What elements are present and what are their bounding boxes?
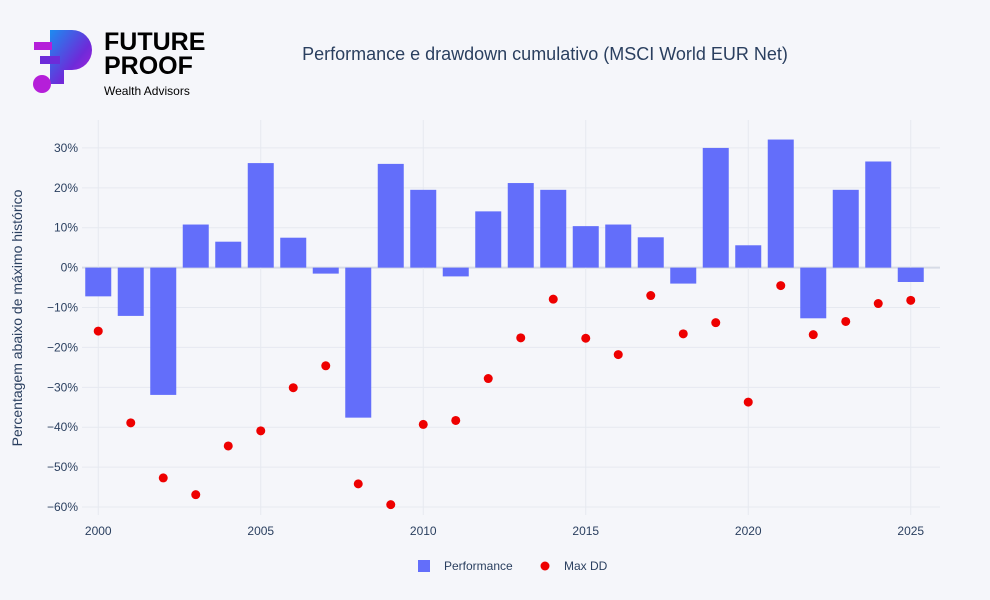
- legend-maxdd-marker: [540, 561, 550, 571]
- legend-performance-label[interactable]: Performance: [444, 559, 513, 573]
- logo-line-2: PROOF: [104, 52, 193, 80]
- logo-mark-icon: [50, 30, 92, 84]
- bar-2025[interactable]: [897, 267, 924, 282]
- legend-performance-swatch: [418, 560, 430, 572]
- maxdd-point-2017[interactable]: [646, 291, 656, 301]
- maxdd-point-2015[interactable]: [581, 333, 591, 343]
- bar-2002[interactable]: [150, 267, 177, 395]
- bar-2016[interactable]: [605, 224, 632, 268]
- maxdd-point-2020[interactable]: [743, 397, 753, 407]
- bar-2013[interactable]: [507, 183, 534, 268]
- maxdd-point-2025[interactable]: [906, 295, 916, 305]
- maxdd-point-2019[interactable]: [711, 318, 721, 328]
- y-tick-label: −50%: [47, 460, 78, 474]
- maxdd-point-2009[interactable]: [386, 500, 396, 510]
- legend-maxdd-label[interactable]: Max DD: [564, 559, 608, 573]
- y-tick-label: −30%: [47, 380, 78, 394]
- bar-2007[interactable]: [312, 267, 339, 274]
- x-tick-label: 2020: [735, 524, 762, 538]
- maxdd-point-2024[interactable]: [873, 299, 883, 309]
- bar-2005[interactable]: [247, 163, 274, 268]
- bar-2017[interactable]: [637, 237, 664, 268]
- bar-2003[interactable]: [182, 224, 209, 268]
- maxdd-point-2012[interactable]: [483, 374, 493, 384]
- maxdd-point-2004[interactable]: [223, 441, 233, 451]
- maxdd-point-2018[interactable]: [678, 329, 688, 339]
- bar-2024[interactable]: [865, 161, 892, 268]
- bar-2008[interactable]: [345, 267, 372, 418]
- x-tick-label: 2025: [897, 524, 924, 538]
- y-tick-label: 0%: [61, 261, 79, 275]
- x-tick-label: 2005: [247, 524, 274, 538]
- y-axis-ticks: 30% 20% 10% 0% −10% −20% −30% −40% −50% −60%: [47, 141, 78, 514]
- y-tick-label: −10%: [47, 301, 78, 315]
- bar-2018[interactable]: [670, 267, 697, 284]
- x-axis-ticks: 2000 2005 2010 2015 2020 2025: [85, 524, 925, 538]
- x-tick-label: 2015: [572, 524, 599, 538]
- maxdd-point-2013[interactable]: [516, 333, 526, 343]
- bar-2014[interactable]: [540, 189, 567, 268]
- bar-layer: [85, 139, 924, 418]
- y-tick-label: 30%: [54, 141, 78, 155]
- maxdd-point-2021[interactable]: [776, 281, 786, 291]
- maxdd-point-2000[interactable]: [93, 326, 103, 336]
- legend[interactable]: Performance Max DD: [418, 559, 608, 573]
- maxdd-point-2008[interactable]: [353, 479, 363, 489]
- y-axis-label: Percentagem abaixo de máximo histórico: [9, 189, 25, 446]
- logo-line-1: FUTURE: [104, 28, 205, 56]
- maxdd-point-2003[interactable]: [191, 490, 201, 500]
- x-tick-label: 2000: [85, 524, 112, 538]
- chart-title: Performance e drawdown cumulativo (MSCI …: [302, 44, 788, 64]
- y-tick-label: −40%: [47, 420, 78, 434]
- futureproof-logo: FUTURE PROOF Wealth Advisors: [33, 28, 205, 98]
- maxdd-point-2002[interactable]: [158, 473, 168, 483]
- bar-2010[interactable]: [410, 189, 437, 268]
- bar-2006[interactable]: [280, 237, 307, 268]
- x-tick-label: 2010: [410, 524, 437, 538]
- logo-line-3: Wealth Advisors: [104, 84, 190, 98]
- bar-2022[interactable]: [800, 267, 827, 319]
- maxdd-point-2010[interactable]: [418, 419, 428, 429]
- maxdd-point-2007[interactable]: [321, 361, 331, 371]
- bar-2023[interactable]: [832, 189, 859, 268]
- point-layer: [93, 281, 916, 510]
- bar-2001[interactable]: [117, 267, 144, 316]
- maxdd-point-2001[interactable]: [126, 418, 136, 428]
- y-tick-label: 20%: [54, 181, 78, 195]
- maxdd-point-2005[interactable]: [256, 426, 266, 436]
- maxdd-point-2011[interactable]: [451, 415, 461, 425]
- bar-2004[interactable]: [215, 241, 242, 268]
- y-tick-label: 10%: [54, 221, 78, 235]
- bar-2019[interactable]: [702, 147, 729, 268]
- bar-2020[interactable]: [735, 245, 762, 268]
- maxdd-point-2014[interactable]: [548, 294, 558, 304]
- bar-2021[interactable]: [767, 139, 794, 268]
- maxdd-point-2006[interactable]: [288, 383, 298, 393]
- bar-2011[interactable]: [442, 267, 469, 277]
- maxdd-point-2022[interactable]: [808, 330, 818, 340]
- maxdd-point-2023[interactable]: [841, 316, 851, 326]
- bar-2000[interactable]: [85, 267, 112, 297]
- y-tick-label: −20%: [47, 340, 78, 354]
- bar-2009[interactable]: [377, 163, 404, 268]
- y-tick-label: −60%: [47, 500, 78, 514]
- bar-2012[interactable]: [475, 211, 502, 268]
- bar-2015[interactable]: [572, 226, 599, 268]
- maxdd-point-2016[interactable]: [613, 350, 623, 360]
